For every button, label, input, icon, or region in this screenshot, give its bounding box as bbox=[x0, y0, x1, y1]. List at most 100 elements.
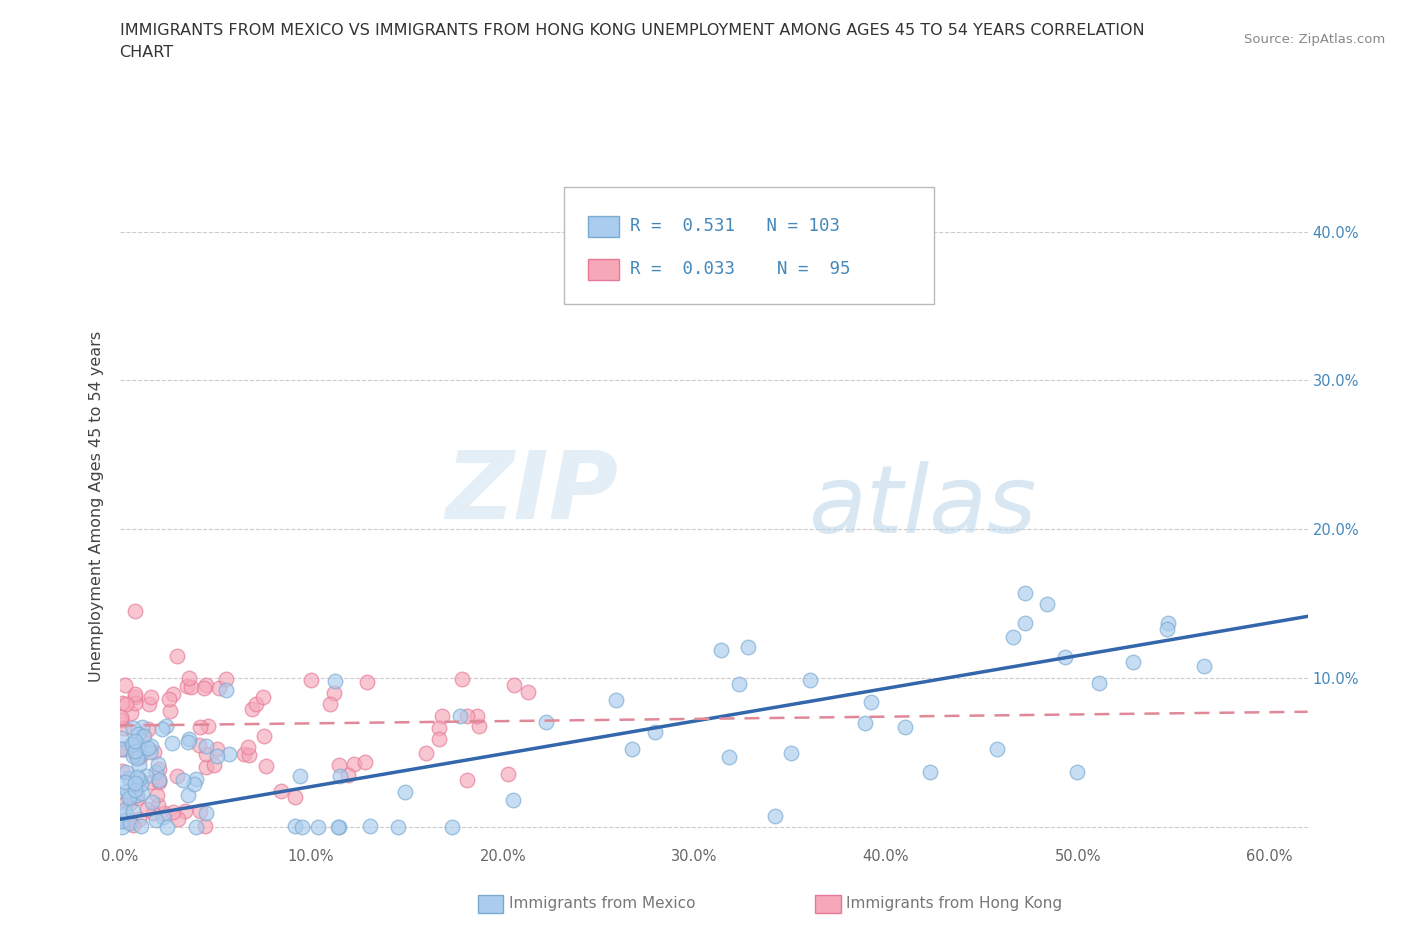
Point bbox=[131, 786, 153, 801]
Point bbox=[1157, 616, 1180, 631]
Point bbox=[157, 692, 180, 707]
Point bbox=[343, 756, 366, 771]
Point bbox=[323, 685, 346, 700]
Point bbox=[763, 809, 786, 824]
Point bbox=[138, 722, 160, 737]
Point bbox=[143, 744, 166, 759]
Point bbox=[218, 747, 240, 762]
Point bbox=[124, 604, 146, 618]
Text: Source: ZipAtlas.com: Source: ZipAtlas.com bbox=[1244, 33, 1385, 46]
Point bbox=[111, 814, 134, 829]
Point bbox=[115, 697, 138, 711]
Point bbox=[124, 686, 146, 701]
Point bbox=[188, 737, 211, 752]
Point bbox=[780, 746, 803, 761]
Point bbox=[127, 790, 149, 805]
Point bbox=[202, 757, 225, 772]
Point bbox=[166, 768, 188, 783]
Point bbox=[353, 754, 375, 769]
Point bbox=[128, 758, 150, 773]
Point bbox=[114, 775, 136, 790]
Point bbox=[111, 819, 134, 834]
Point bbox=[110, 712, 132, 727]
Point bbox=[284, 818, 307, 833]
Point bbox=[718, 750, 741, 764]
Point bbox=[188, 719, 211, 734]
Point bbox=[1066, 764, 1088, 779]
Point bbox=[359, 818, 381, 833]
Point bbox=[124, 776, 146, 790]
Point bbox=[125, 770, 148, 785]
Point bbox=[166, 648, 188, 663]
Point bbox=[516, 684, 538, 699]
Point bbox=[111, 741, 134, 756]
Point bbox=[120, 814, 142, 829]
Point bbox=[194, 738, 217, 753]
Point bbox=[1122, 655, 1144, 670]
Point bbox=[177, 788, 200, 803]
Point bbox=[124, 743, 146, 758]
Point bbox=[122, 739, 145, 754]
Text: IMMIGRANTS FROM MEXICO VS IMMIGRANTS FROM HONG KONG UNEMPLOYMENT AMONG AGES 45 T: IMMIGRANTS FROM MEXICO VS IMMIGRANTS FRO… bbox=[120, 23, 1144, 38]
Point bbox=[172, 773, 194, 788]
Point bbox=[307, 819, 329, 834]
Point bbox=[177, 732, 200, 747]
Point bbox=[139, 690, 162, 705]
Point bbox=[115, 794, 138, 809]
Point bbox=[121, 804, 143, 819]
Point bbox=[148, 757, 170, 772]
Point bbox=[238, 739, 260, 754]
Point bbox=[150, 722, 173, 737]
Point bbox=[534, 714, 557, 729]
Point bbox=[125, 746, 148, 761]
Point bbox=[124, 734, 146, 749]
Point bbox=[502, 677, 524, 692]
Point bbox=[291, 819, 314, 834]
Point bbox=[240, 701, 263, 716]
Text: Immigrants from Mexico: Immigrants from Mexico bbox=[509, 897, 696, 911]
Point bbox=[215, 671, 238, 686]
Point bbox=[323, 673, 346, 688]
Point bbox=[1014, 586, 1036, 601]
Y-axis label: Unemployment Among Ages 45 to 54 years: Unemployment Among Ages 45 to 54 years bbox=[89, 331, 104, 683]
Point bbox=[387, 819, 409, 834]
Point bbox=[256, 759, 278, 774]
Point bbox=[1036, 596, 1059, 611]
Point bbox=[173, 804, 195, 818]
Point bbox=[122, 721, 145, 736]
Point bbox=[114, 678, 136, 693]
Point bbox=[860, 695, 883, 710]
Point bbox=[124, 788, 146, 803]
Point bbox=[183, 777, 205, 791]
Point bbox=[110, 709, 132, 724]
Point bbox=[132, 728, 155, 743]
Point bbox=[128, 771, 150, 786]
Point bbox=[430, 709, 453, 724]
Point bbox=[111, 695, 134, 710]
Point bbox=[1194, 658, 1216, 673]
Point bbox=[135, 769, 157, 784]
Point bbox=[110, 731, 132, 746]
Point bbox=[238, 748, 260, 763]
Text: ZIP: ZIP bbox=[446, 447, 619, 539]
Point bbox=[465, 709, 488, 724]
Point bbox=[118, 790, 141, 805]
Point bbox=[468, 718, 491, 733]
Point bbox=[186, 771, 208, 786]
Point bbox=[129, 777, 152, 791]
Point bbox=[145, 812, 167, 827]
Text: atlas: atlas bbox=[808, 461, 1036, 552]
Point bbox=[176, 678, 198, 693]
Point bbox=[114, 812, 136, 827]
Point bbox=[115, 784, 138, 799]
Point bbox=[159, 704, 181, 719]
Point bbox=[441, 819, 464, 834]
Point bbox=[156, 819, 179, 834]
Point bbox=[180, 680, 202, 695]
Point bbox=[121, 749, 143, 764]
Text: R =  0.033    N =  95: R = 0.033 N = 95 bbox=[630, 260, 851, 278]
Point bbox=[1002, 630, 1025, 644]
Point bbox=[208, 680, 231, 695]
Point bbox=[853, 715, 876, 730]
Point bbox=[605, 692, 627, 707]
